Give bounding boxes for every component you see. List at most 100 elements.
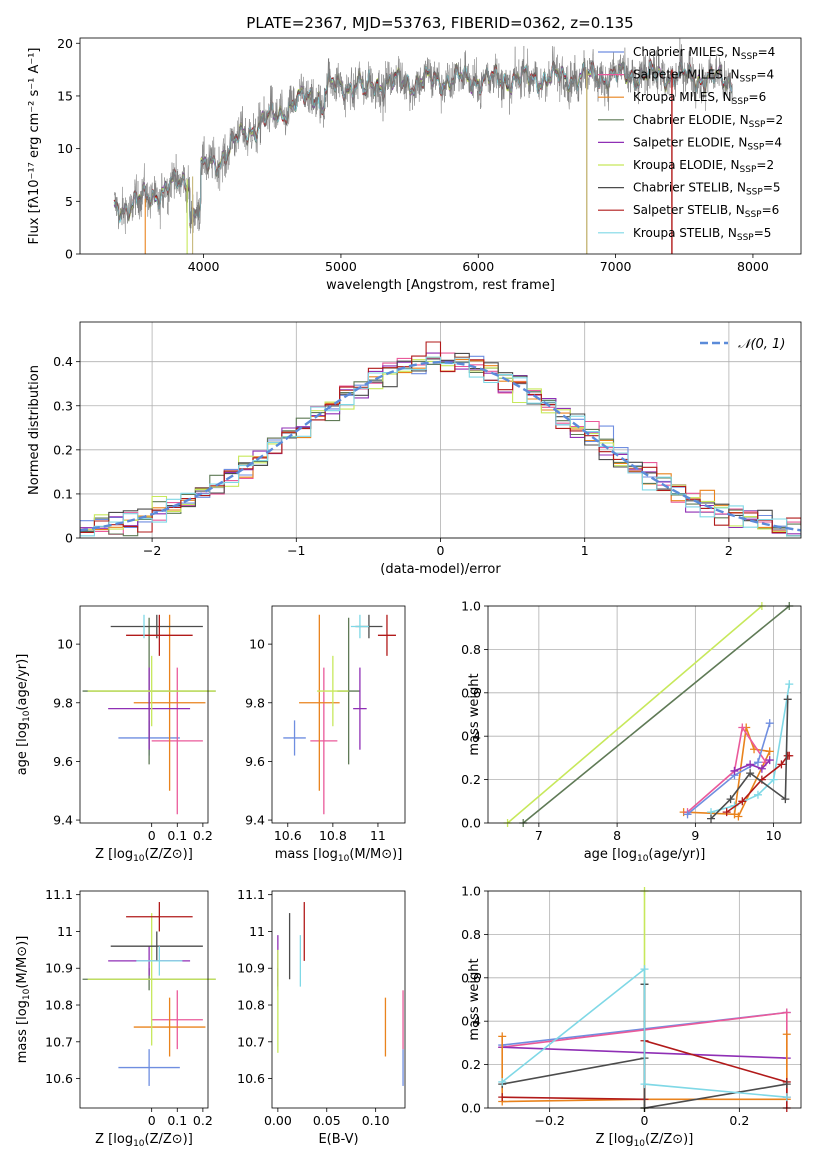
weight-marker <box>765 747 774 756</box>
plot-area <box>82 614 216 815</box>
error-bar <box>151 990 203 1050</box>
x-tick-label: 8 <box>613 828 621 843</box>
x-axis-label: E(B-V) <box>318 1132 358 1147</box>
plot-area <box>277 902 404 1086</box>
weight-marker <box>730 766 739 775</box>
legend-label: Kroupa STELIB, NSSP=5 <box>633 226 771 243</box>
legend-label: 𝒩(0, 1) <box>738 337 785 352</box>
y-tick-label: 9.4 <box>53 813 73 828</box>
plot-area <box>80 341 801 537</box>
x-axis-label: (data-model)/error <box>380 562 501 577</box>
legend-label: Kroupa MILES, NSSP=6 <box>633 90 766 107</box>
error-bar <box>317 655 349 727</box>
error-bar <box>87 655 216 727</box>
plot-area <box>283 614 396 815</box>
y-tick-label: 11.1 <box>237 887 265 902</box>
y-tick-label: 10 <box>249 637 265 652</box>
error-bar <box>126 614 193 656</box>
y-tick-label: 9.6 <box>245 754 265 769</box>
y-tick-label: 0 <box>65 247 73 262</box>
y-tick-label: 10.7 <box>237 1034 265 1049</box>
axes-frame: 0 0.1 0.2 9.4 9.6 9.8 10 Z [log10(Z/Z⊙)] age [lo… <box>15 605 213 864</box>
error-bar <box>133 997 206 1057</box>
plot-area <box>498 887 791 1112</box>
y-tick-label: 0.1 <box>53 486 73 501</box>
y-tick-label: 0 <box>65 531 73 546</box>
weight-marker <box>738 723 747 732</box>
panel-mass-vs-z: 0 0.1 0.2 10.6 10.7 10.8 10.9 11 11.1 Z [log10(Z/… <box>15 887 216 1149</box>
y-tick-label: 5 <box>65 194 73 209</box>
weight-marker <box>781 795 790 804</box>
legend-label: Chabrier STELIB, NSSP=5 <box>633 181 781 198</box>
x-tick-label: 0.2 <box>193 1113 213 1128</box>
y-tick-label: 9.8 <box>53 695 73 710</box>
weight-line <box>686 725 767 813</box>
legend-label: Chabrier ELODIE, NSSP=2 <box>633 113 783 130</box>
x-tick-label: 10.8 <box>319 828 347 843</box>
x-tick-label: 0 <box>437 543 445 558</box>
error-bar <box>126 902 193 932</box>
weight-marker <box>498 1093 507 1102</box>
panel-age-vs-mass: 10.6 10.8 11 9.4 9.6 9.8 10 mass [log10(M/M⊙)] <box>245 605 406 864</box>
weight-marker <box>746 760 755 769</box>
x-tick-label: 7 <box>535 828 543 843</box>
legend: 𝒩(0, 1) <box>700 337 785 352</box>
axes-frame: −2 −1 0 1 2 0 0.1 0.2 0.3 0.4 (data-model)/error No… <box>27 321 802 577</box>
y-tick-label: 0.4 <box>53 354 73 369</box>
y-tick-label: 0.6 <box>461 685 481 700</box>
x-tick-label: 7000 <box>600 259 632 274</box>
x-axis-label: mass [log10(M/M⊙)] <box>275 847 403 864</box>
panel-weight-vs-age: 7 8 9 10 0.0 0.2 0.4 0.6 0.8 1.0 age [log10(age/yr… <box>461 599 802 864</box>
data-spectrum <box>114 38 733 235</box>
x-tick-label: 5000 <box>325 259 357 274</box>
weight-marker <box>498 1077 507 1086</box>
y-tick-label: 10.6 <box>45 1071 73 1086</box>
x-axis-label: Z [log10(Z/Z⊙)] <box>596 1132 694 1149</box>
axes-border <box>79 605 209 824</box>
x-axis-label: Z [log10(Z/Z⊙)] <box>95 847 193 864</box>
panel-weight-vs-z: −0.2 0 0.2 0.0 0.2 0.4 0.6 0.8 1.0 Z [log10(Z/Z⊙)… <box>461 884 802 1149</box>
error-bar <box>118 1049 180 1086</box>
weight-marker <box>782 1030 791 1039</box>
y-tick-label: 11 <box>249 924 265 939</box>
axes-frame: 10.6 10.8 11 9.4 9.6 9.8 10 mass [log10(M/M⊙)] <box>245 605 406 864</box>
error-bar <box>108 667 191 750</box>
legend-label: Kroupa ELODIE, NSSP=2 <box>633 158 774 175</box>
weight-line <box>522 605 790 824</box>
axes-border <box>79 890 209 1109</box>
y-tick-label: 11.1 <box>45 887 73 902</box>
error-bar <box>87 913 216 1046</box>
weight-marker <box>640 965 649 974</box>
weight-marker <box>757 764 766 773</box>
y-tick-label: 11 <box>57 924 73 939</box>
y-tick-label: 0.6 <box>461 970 481 985</box>
error-bar <box>310 667 338 815</box>
y-axis-label: mass weight <box>467 958 482 1040</box>
legend: Chabrier MILES, NSSP=4 Salpeter MILES, NS… <box>598 45 783 243</box>
weight-marker <box>683 810 692 819</box>
error-bar <box>136 946 183 976</box>
y-tick-label: 0.8 <box>461 927 481 942</box>
x-tick-label: 0.10 <box>362 1113 390 1128</box>
axes-border <box>79 37 802 255</box>
weight-line <box>734 759 771 772</box>
y-tick-label: 9.4 <box>245 813 265 828</box>
error-bar <box>283 720 306 756</box>
weight-marker <box>498 1032 507 1041</box>
axes-border <box>271 890 406 1109</box>
weight-line <box>507 605 763 824</box>
error-bar <box>299 614 340 791</box>
weight-marker <box>777 760 786 769</box>
y-tick-label: 10.8 <box>45 998 73 1013</box>
x-tick-label: 11 <box>370 828 386 843</box>
x-tick-label: 0 <box>148 1113 156 1128</box>
error-bar <box>133 614 206 791</box>
y-tick-label: 0.0 <box>461 816 481 831</box>
y-tick-label: 0.2 <box>53 442 73 457</box>
y-axis-label: Normed distribution <box>27 365 42 495</box>
x-tick-label: 4000 <box>188 259 220 274</box>
y-tick-label: 10 <box>57 141 73 156</box>
x-tick-label: 10 <box>766 828 782 843</box>
y-tick-label: 0.3 <box>53 398 73 413</box>
